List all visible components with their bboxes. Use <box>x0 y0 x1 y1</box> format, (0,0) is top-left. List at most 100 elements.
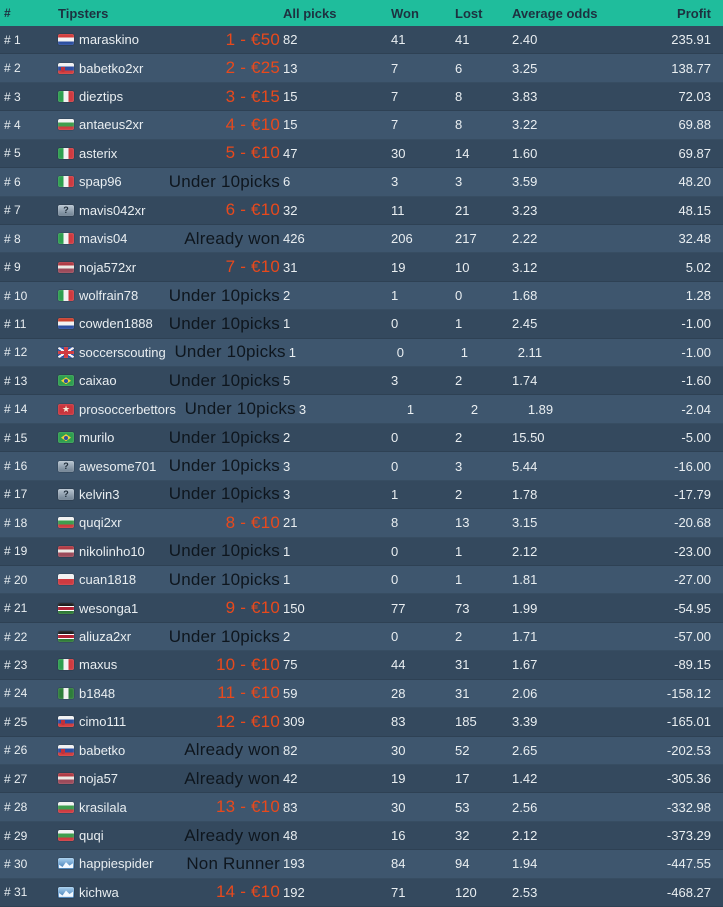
won-cell: 1 <box>406 401 415 417</box>
table-row[interactable]: # 31 kichwa 14 - €10 192 71 120 2.53 -46… <box>0 878 723 907</box>
table-row[interactable]: # 26 babetko Already won 82 30 52 2.65 -… <box>0 736 723 765</box>
tipster-name-link[interactable]: awesome701 <box>79 458 157 474</box>
all-picks-cell: 426 <box>283 231 305 247</box>
tipster-name-link[interactable]: soccerscouting <box>79 344 166 360</box>
table-row[interactable]: # 2 babetko2xr 2 - €25 13 7 6 3.25 138.7… <box>0 54 723 83</box>
tipster-name-link[interactable]: kelvin3 <box>79 486 120 502</box>
header-lost: Lost <box>455 5 483 21</box>
table-row[interactable]: # 24 b1848 11 - €10 59 28 31 2.06 -158.1… <box>0 679 723 709</box>
average-odds-cell: 1.94 <box>512 856 538 872</box>
tipster-name-link[interactable]: aliuza2xr <box>79 629 132 645</box>
tipster-name-link[interactable]: mavis042xr <box>79 202 146 218</box>
table-row[interactable]: # 6 spap96 Under 10picks 6 3 3 3.59 48.2… <box>0 168 723 197</box>
rank-cell: # 4 <box>4 117 21 132</box>
table-row[interactable]: # 5 asterix 5 - €10 47 30 14 1.60 69.87 <box>0 139 723 169</box>
won-cell: 8 <box>391 515 399 531</box>
table-row[interactable]: # 12 soccerscouting Under 10picks 1 0 1 … <box>0 338 723 368</box>
lost-cell: 1 <box>460 344 468 360</box>
table-row[interactable]: # 20 cuan1818 Under 10picks 1 0 1 1.81 -… <box>0 566 723 595</box>
all-picks-cell: 192 <box>283 884 305 900</box>
won-cell: 0 <box>391 316 399 332</box>
table-row[interactable]: # 8 mavis04 Already won 426 206 217 2.22… <box>0 224 723 254</box>
tipster-name-link[interactable]: prosoccerbettors <box>79 401 176 417</box>
tipster-name-link[interactable]: b1848 <box>79 685 116 701</box>
tipster-name-link[interactable]: wolfrain78 <box>79 288 139 303</box>
tipster-name-link[interactable]: antaeus2xr <box>79 117 144 133</box>
table-row[interactable]: # 14 prosoccerbettors Under 10picks 3 1 … <box>0 395 723 424</box>
tipster-name-link[interactable]: cuan1818 <box>79 572 137 588</box>
average-odds-cell: 2.56 <box>512 799 538 815</box>
prize-status-label: Already won <box>184 228 280 248</box>
tipster-name-link[interactable]: murilo <box>79 430 115 446</box>
table-row[interactable]: # 22 aliuza2xr Under 10picks 2 0 2 1.71 … <box>0 622 723 652</box>
tipster-name-link[interactable]: maxus <box>79 657 118 673</box>
average-odds-cell: 2.45 <box>512 316 538 332</box>
table-row[interactable]: # 9 noja572xr 7 - €10 31 19 10 3.12 5.02 <box>0 253 723 282</box>
table-row[interactable]: # 15 murilo Under 10picks 2 0 2 15.50 -5… <box>0 423 723 453</box>
flag-italy-icon <box>58 176 74 188</box>
average-odds-cell: 2.22 <box>512 231 538 247</box>
tipster-name-link[interactable]: babetko2xr <box>79 60 144 76</box>
table-row[interactable]: # 3 dieztips 3 - €15 15 7 8 3.83 72.03 <box>0 82 723 112</box>
tipster-name-link[interactable]: maraskino <box>79 32 139 48</box>
table-row[interactable]: # 13 caixao Under 10picks 5 3 2 1.74 -1.… <box>0 367 723 396</box>
won-cell: 0 <box>396 344 404 360</box>
average-odds-cell: 3.23 <box>512 202 538 218</box>
flag-chart-icon <box>58 858 74 870</box>
table-row[interactable]: # 30 happiespider Non Runner 193 84 94 1… <box>0 850 723 879</box>
all-picks-cell: 48 <box>283 828 298 844</box>
tipster-name-link[interactable]: noja572xr <box>79 259 137 275</box>
won-cell: 11 <box>391 202 405 218</box>
table-row[interactable]: # 19 nikolinho10 Under 10picks 1 0 1 2.1… <box>0 537 723 567</box>
table-row[interactable]: # 7 mavis042xr 6 - €10 32 11 21 3.23 48.… <box>0 196 723 225</box>
tipster-name-link[interactable]: cowden1888 <box>79 316 153 332</box>
table-row[interactable]: # 29 quqi Already won 48 16 32 2.12 -373… <box>0 821 723 851</box>
table-row[interactable]: # 28 krasilala 13 - €10 83 30 53 2.56 -3… <box>0 793 723 822</box>
flag-italy-icon <box>58 147 74 159</box>
tipster-name-link[interactable]: krasilala <box>79 799 127 815</box>
tipster-name-link[interactable]: kichwa <box>79 884 119 900</box>
table-row[interactable]: # 1 maraskino 1 - €50 82 41 41 2.40 235.… <box>0 26 723 55</box>
table-row[interactable]: # 4 antaeus2xr 4 - €10 15 7 8 3.22 69.88 <box>0 111 723 140</box>
tipster-name-link[interactable]: happiespider <box>79 856 154 872</box>
rank-cell: # 22 <box>4 629 28 644</box>
tipster-name-link[interactable]: mavis04 <box>79 231 128 247</box>
rank-cell: # 21 <box>4 601 28 616</box>
average-odds-cell: 3.12 <box>512 259 538 275</box>
flag-slovakia-icon <box>58 716 74 728</box>
tipster-name-link[interactable]: cimo111 <box>79 714 127 730</box>
flag-star-icon <box>58 403 74 415</box>
table-row[interactable]: # 17 kelvin3 Under 10picks 3 1 2 1.78 -1… <box>0 480 723 510</box>
table-row[interactable]: # 11 cowden1888 Under 10picks 1 0 1 2.45… <box>0 310 723 339</box>
won-cell: 30 <box>391 799 406 815</box>
profit-cell: -1.00 <box>681 316 711 332</box>
tipster-name-link[interactable]: noja57 <box>79 771 119 787</box>
lost-cell: 31 <box>455 657 470 673</box>
lost-cell: 2 <box>470 401 479 417</box>
prize-status-label: 5 - €10 <box>225 143 280 163</box>
flag-slovakia-icon <box>58 62 74 74</box>
all-picks-cell: 193 <box>283 856 305 872</box>
table-row[interactable]: # 21 wesonga1 9 - €10 150 77 73 1.99 -54… <box>0 594 723 623</box>
tipster-name-link[interactable]: babetko <box>79 742 126 758</box>
all-picks-cell: 150 <box>283 600 305 616</box>
profit-cell: 72.03 <box>678 89 711 105</box>
tipster-name-link[interactable]: asterix <box>79 145 118 161</box>
tipster-name-link[interactable]: spap96 <box>79 174 122 190</box>
table-row[interactable]: # 10 wolfrain78 Under 10picks 2 1 0 1.68… <box>0 281 723 311</box>
tipster-name-link[interactable]: quqi2xr <box>79 515 122 531</box>
tipster-name-link[interactable]: dieztips <box>79 89 124 105</box>
tipster-name-link[interactable]: wesonga1 <box>79 600 139 616</box>
tipster-name-link[interactable]: caixao <box>79 373 117 389</box>
tipster-name-link[interactable]: quqi <box>79 828 104 844</box>
tipster-name-link[interactable]: nikolinho10 <box>79 543 145 559</box>
table-row[interactable]: # 25 cimo111 12 - €10 309 83 185 3.39 -1… <box>0 708 723 737</box>
table-row[interactable]: # 16 awesome701 Under 10picks 3 0 3 5.44… <box>0 452 723 481</box>
flag-slovakia-icon <box>58 744 74 756</box>
prize-status-label: Under 10picks <box>168 427 280 447</box>
lost-cell: 120 <box>455 884 477 900</box>
table-row[interactable]: # 18 quqi2xr 8 - €10 21 8 13 3.15 -20.68 <box>0 509 723 538</box>
table-row[interactable]: # 27 noja57 Already won 42 19 17 1.42 -3… <box>0 764 723 794</box>
table-row[interactable]: # 23 maxus 10 - €10 75 44 31 1.67 -89.15 <box>0 651 723 680</box>
rank-cell: # 23 <box>4 657 28 672</box>
